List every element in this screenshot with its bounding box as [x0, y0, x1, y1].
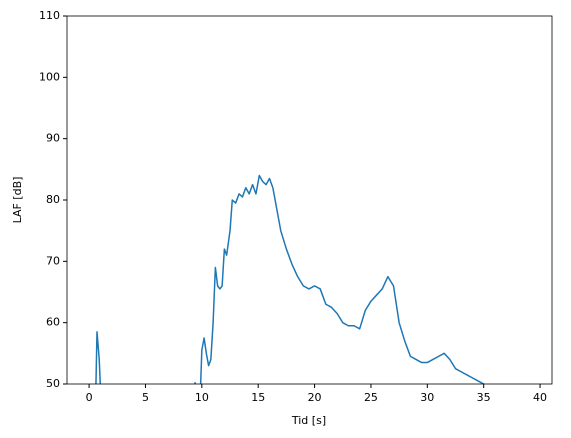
x-tick-label: 25: [364, 391, 378, 404]
x-tick-label: 40: [533, 391, 547, 404]
x-tick-label: 5: [142, 391, 149, 404]
x-tick-label: 35: [477, 391, 491, 404]
y-axis-label: LAF [dB]: [11, 177, 24, 224]
y-tick-label: 80: [46, 193, 60, 206]
plot-frame: [66, 15, 553, 385]
y-tick-label: 100: [39, 70, 60, 83]
data-line: [95, 174, 485, 384]
x-tick-label: 20: [308, 391, 322, 404]
y-tick-label: 110: [39, 9, 60, 22]
x-tick-label: 0: [86, 391, 93, 404]
y-tick-label: 90: [46, 132, 60, 145]
y-tick-label: 50: [46, 377, 60, 390]
x-tick-label: 15: [251, 391, 265, 404]
x-tick-label: 30: [420, 391, 434, 404]
y-tick-label: 60: [46, 316, 60, 329]
x-tick-label: 10: [195, 391, 209, 404]
x-axis-label: Tid [s]: [291, 414, 326, 427]
y-tick-label: 70: [46, 254, 60, 267]
